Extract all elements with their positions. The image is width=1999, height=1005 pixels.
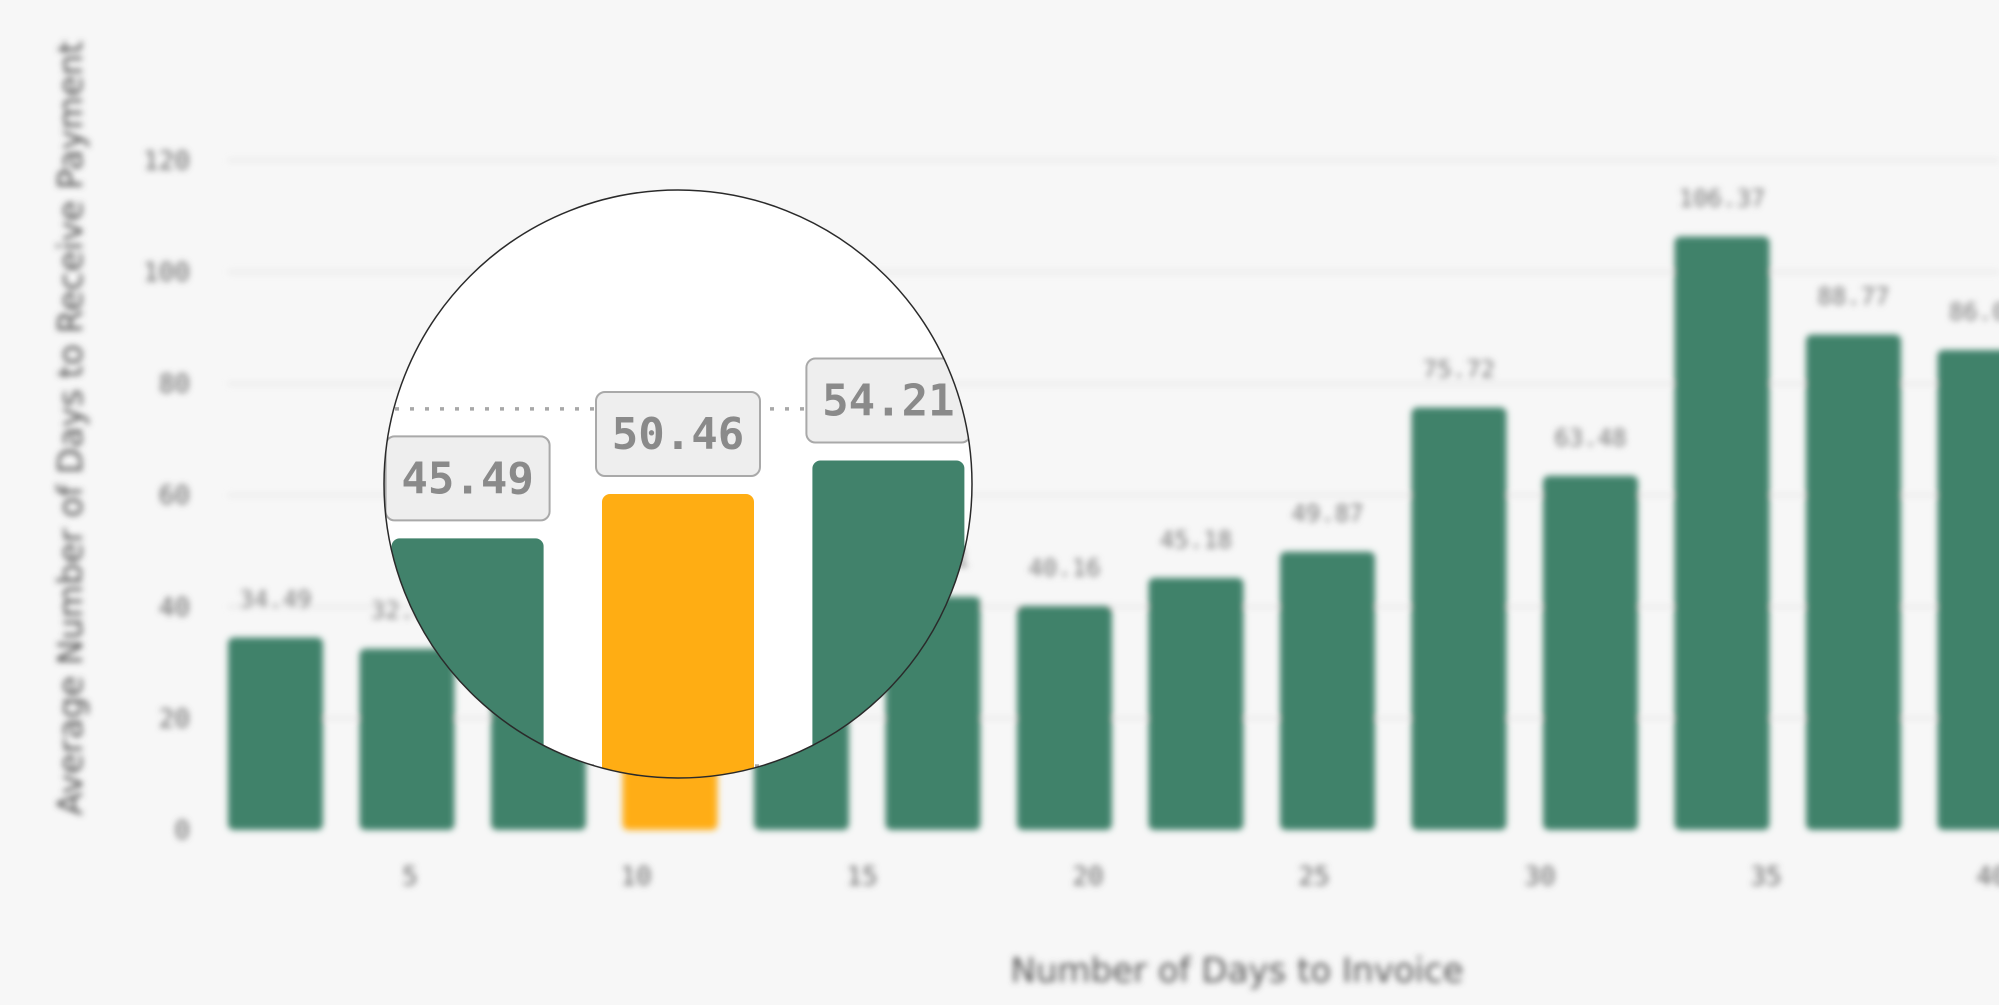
bar-value-label: 49.87 [1291, 500, 1363, 528]
x-tick-label: 25 [1298, 862, 1329, 892]
y-tick-label: 100 [143, 258, 190, 288]
zoomed-label-box [595, 391, 761, 477]
bar [1937, 350, 1999, 830]
y-tick-label: 60 [159, 481, 190, 511]
bar [1411, 407, 1507, 830]
x-tick-label: 35 [1750, 862, 1781, 892]
bar-value-label: 88.77 [1817, 283, 1889, 311]
bar [228, 637, 323, 830]
y-axis-title: Average Number of Days to Receive Paymen… [51, 41, 91, 816]
x-tick-label: 40 [1976, 862, 1999, 892]
zoomed-bar-value-label: 54.21 [822, 376, 954, 427]
zoomed-bar-value-label: 45.49 [401, 453, 533, 504]
y-tick-label: 40 [159, 593, 190, 623]
bar-value-label: 34.49 [239, 586, 311, 614]
bar-value-label: 75.72 [1423, 355, 1495, 383]
zoomed-bar-value-label: 50.46 [612, 409, 744, 460]
bar-value-label: 45.18 [1160, 526, 1232, 554]
x-tick-label: 15 [846, 862, 877, 892]
zoomed-bar [812, 460, 965, 778]
bar-value-label: 63.48 [1554, 424, 1626, 452]
x-tick-label: 10 [620, 862, 651, 892]
zoom-lens: 45.49 50.46 54.21 [383, 189, 973, 779]
bar [1148, 577, 1244, 830]
y-tick-label: 120 [143, 146, 190, 176]
bar [1280, 551, 1375, 830]
bar [359, 648, 455, 830]
bar [1674, 236, 1770, 831]
bar-value-label: 86.02 [1949, 298, 1999, 326]
x-tick-label: 30 [1524, 862, 1555, 892]
y-tick-label: 20 [159, 704, 190, 734]
bar [1543, 475, 1638, 830]
x-tick-label: 20 [1072, 862, 1103, 892]
y-axis-ticks: 0 20 40 60 80 100 120 [143, 146, 190, 846]
bar [1806, 334, 1901, 830]
x-axis-title: Number of Days to Invoice [1010, 951, 1463, 991]
y-tick-label: 80 [159, 370, 190, 400]
bar-value-label: 106.37 [1679, 184, 1766, 212]
zoom-lens-border [383, 189, 973, 779]
bar-value-label: 40.16 [1028, 554, 1100, 582]
zoomed-label-box [384, 435, 551, 522]
y-tick-label: 0 [174, 816, 190, 846]
x-tick-label: 5 [402, 862, 418, 892]
zoomed-bar [602, 494, 754, 778]
x-axis-ticks: 5 10 15 20 25 30 35 40 [402, 862, 1999, 892]
bar [1017, 605, 1112, 830]
